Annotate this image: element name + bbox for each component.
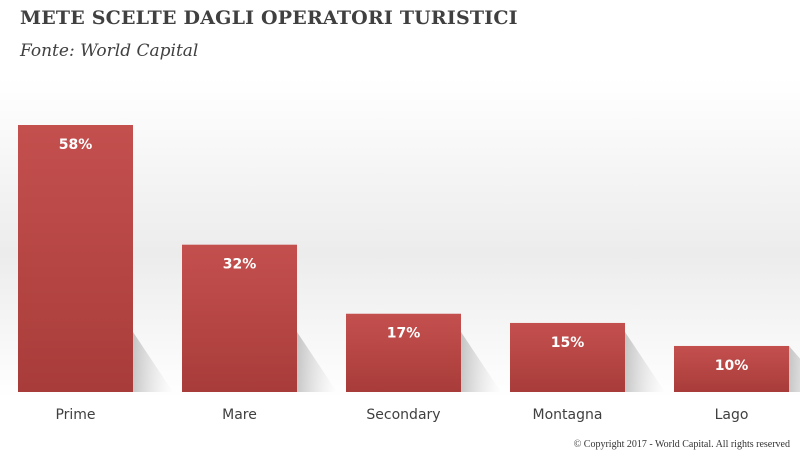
bar-shadow xyxy=(789,345,800,392)
data-label: 58% xyxy=(59,137,93,153)
data-label: 17% xyxy=(387,326,421,342)
category-label: Secondary xyxy=(366,407,440,423)
category-label: Montagna xyxy=(533,407,603,423)
bar-secondary xyxy=(346,313,461,392)
bar-mare xyxy=(182,244,297,392)
bar-lago xyxy=(674,345,789,392)
data-label: 10% xyxy=(715,358,749,374)
data-label: 15% xyxy=(551,335,585,351)
data-label: 32% xyxy=(223,257,257,273)
chart-subtitle: Fonte: World Capital xyxy=(20,41,199,61)
bar-montagna xyxy=(510,322,625,392)
bar-shadow xyxy=(625,332,665,392)
chart-title: METE SCELTE DAGLI OPERATORI TURISTICI xyxy=(20,7,518,29)
category-label: Lago xyxy=(715,407,749,423)
category-label: Prime xyxy=(55,407,95,423)
copyright-notice: © Copyright 2017 - World Capital. All ri… xyxy=(573,439,790,450)
bar-shadow xyxy=(297,332,337,392)
bar-prime xyxy=(18,125,133,392)
bar-shadow xyxy=(461,332,501,392)
category-label: Mare xyxy=(222,407,257,423)
bar-shadow xyxy=(133,332,173,392)
